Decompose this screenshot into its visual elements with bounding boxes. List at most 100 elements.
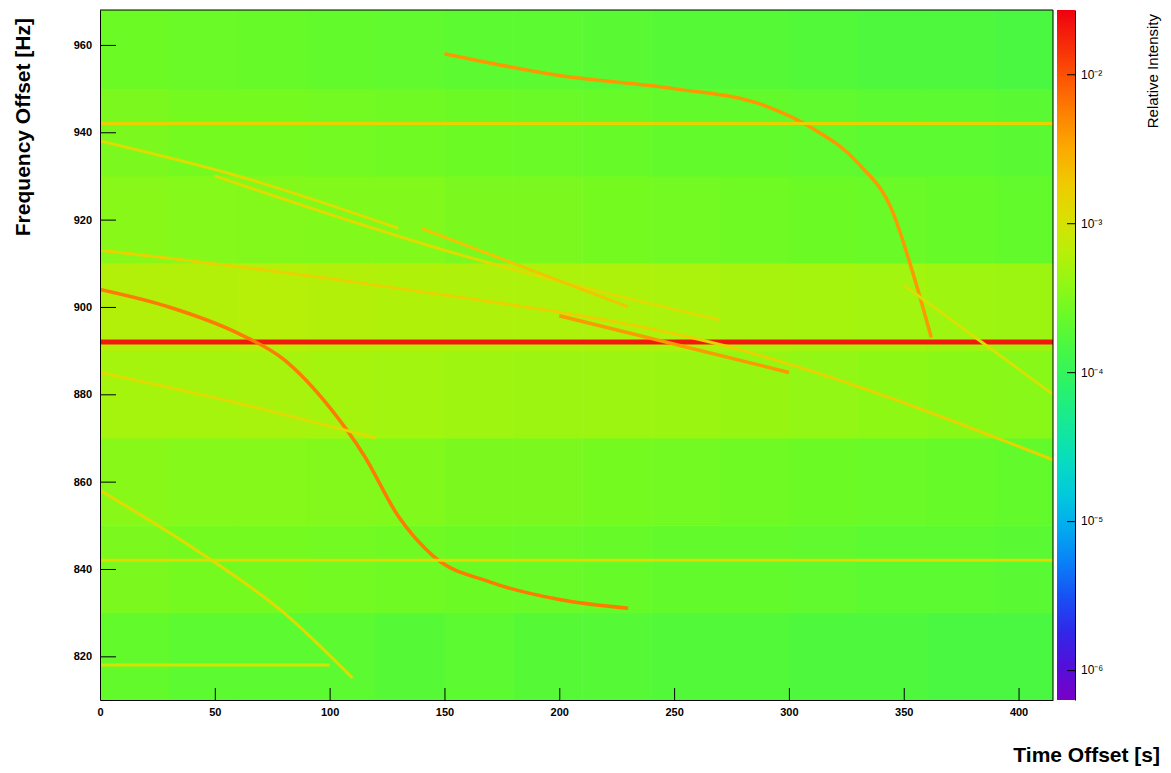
cell <box>513 89 582 177</box>
cell <box>100 613 169 700</box>
track <box>100 250 1053 460</box>
track <box>100 664 330 667</box>
colorbar-tick: 10⁻³ <box>1067 217 1102 231</box>
cell <box>376 438 445 526</box>
frame-top <box>100 10 1053 11</box>
colorbar-tick-mark <box>1067 670 1075 671</box>
y-tick-label: 960 <box>74 39 92 51</box>
colorbar-axis-line <box>1075 11 1076 701</box>
y-tick-label: 900 <box>74 301 92 313</box>
y-tick: 940 <box>74 126 116 138</box>
y-axis-line <box>100 11 101 701</box>
cell <box>376 525 445 613</box>
cell <box>307 176 376 264</box>
y-tick: 880 <box>74 388 116 400</box>
cell <box>238 525 307 613</box>
y-tick-mark <box>100 220 116 221</box>
cell <box>858 10 927 89</box>
cell <box>858 89 927 177</box>
cell <box>169 438 238 526</box>
track <box>559 316 789 373</box>
cell <box>444 263 513 351</box>
y-tick-mark <box>100 569 116 570</box>
cell <box>789 351 858 439</box>
frame-right <box>1053 10 1054 700</box>
colorbar-tick-mark <box>1067 372 1075 373</box>
colorbar-tick-label: 10⁻⁴ <box>1081 366 1104 380</box>
x-tick-mark <box>215 688 216 700</box>
track <box>100 559 1053 562</box>
cell <box>307 10 376 89</box>
y-tick-mark <box>100 394 116 395</box>
cell <box>720 525 789 613</box>
cell <box>651 89 720 177</box>
y-tick: 900 <box>74 301 116 313</box>
colorbar-tick-mark <box>1067 521 1075 522</box>
cell <box>927 176 996 264</box>
y-axis: 820840860880900920940960 <box>74 11 116 701</box>
cell <box>651 613 720 700</box>
colorbar-tick-label: 10⁻⁶ <box>1081 663 1103 677</box>
cell <box>720 10 789 89</box>
cell <box>376 10 445 89</box>
cell <box>238 351 307 439</box>
cell <box>444 351 513 439</box>
x-tick-label: 350 <box>895 706 913 718</box>
cell <box>927 89 996 177</box>
y-tick-mark <box>100 656 116 657</box>
cell <box>651 176 720 264</box>
cell <box>100 525 169 613</box>
track <box>904 285 1053 394</box>
cell <box>238 10 307 89</box>
x-tick-mark <box>1019 688 1020 700</box>
y-tick-label: 820 <box>74 650 92 662</box>
colorbar-tick-mark <box>1067 74 1075 75</box>
y-tick-label: 940 <box>74 126 92 138</box>
x-tick-label: 0 <box>97 706 103 718</box>
cell <box>444 89 513 177</box>
cell <box>858 351 927 439</box>
x-tick-mark <box>904 688 905 700</box>
cell <box>169 10 238 89</box>
track <box>100 141 399 228</box>
cell <box>582 613 651 700</box>
colorbar-axis: 10⁻⁶10⁻⁵10⁻⁴10⁻³10⁻² <box>1067 11 1104 701</box>
cell <box>789 438 858 526</box>
cell <box>927 438 996 526</box>
cell <box>720 263 789 351</box>
cell <box>169 613 238 700</box>
cell <box>444 10 513 89</box>
cell <box>720 176 789 264</box>
cell <box>651 525 720 613</box>
x-tick-label: 250 <box>665 706 683 718</box>
cell <box>996 176 1053 264</box>
cell <box>513 176 582 264</box>
cell <box>513 525 582 613</box>
cell <box>927 613 996 700</box>
x-tick-label: 300 <box>780 706 798 718</box>
cell <box>858 438 927 526</box>
track <box>421 228 628 307</box>
cell <box>582 351 651 439</box>
cell <box>307 438 376 526</box>
cell <box>169 89 238 177</box>
cell <box>100 89 169 177</box>
cell <box>100 351 169 439</box>
cell <box>651 10 720 89</box>
x-axis-title: Time Offset [s] <box>1013 743 1160 766</box>
cell <box>927 10 996 89</box>
colorbar-tick-label: 10⁻³ <box>1081 217 1102 231</box>
cell <box>996 10 1053 89</box>
cell <box>376 263 445 351</box>
x-tick: 400 <box>1010 688 1028 718</box>
colorbar-tick: 10⁻⁵ <box>1067 514 1103 528</box>
x-tick-label: 200 <box>551 706 569 718</box>
track <box>100 122 1053 125</box>
cell <box>858 263 927 351</box>
cell <box>582 10 651 89</box>
y-tick-mark <box>100 45 116 46</box>
colorbar-tick: 10⁻⁴ <box>1067 366 1104 380</box>
cell <box>789 613 858 700</box>
y-axis-title: Frequency Offset [Hz] <box>11 18 34 236</box>
x-axis-line <box>101 700 1054 701</box>
